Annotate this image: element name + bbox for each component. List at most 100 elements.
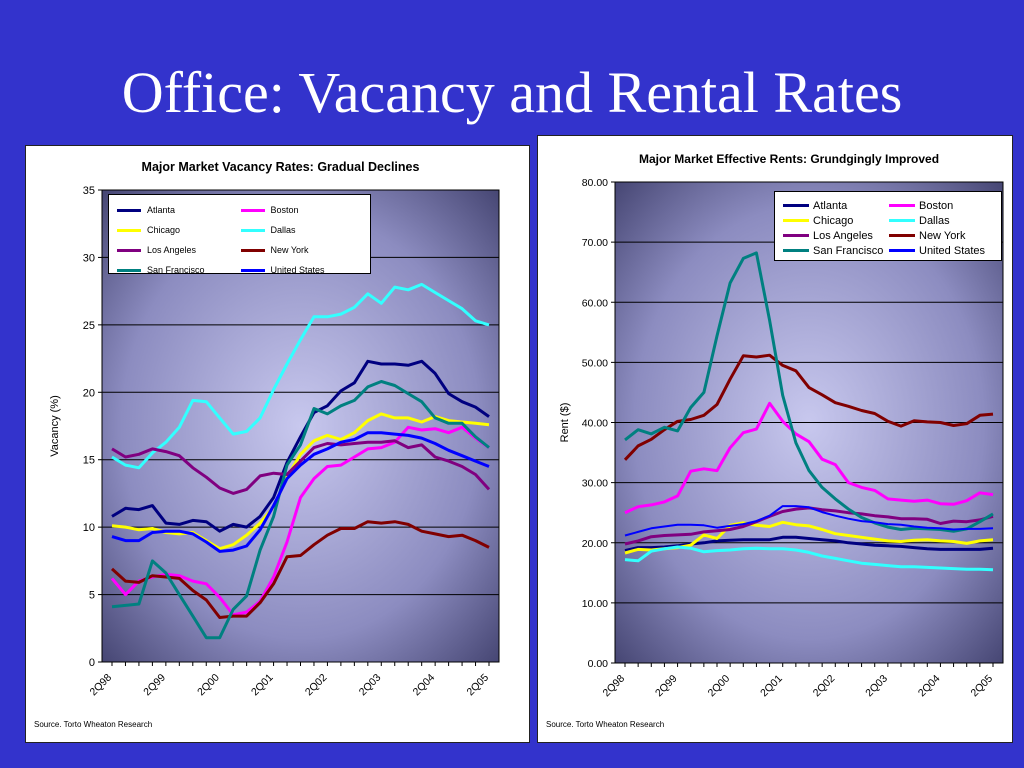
vacancy-legend-item-atlanta: Atlanta [117, 200, 241, 220]
rent-legend-swatch [783, 234, 809, 237]
vacancy-legend-label: Los Angeles [147, 245, 197, 255]
vacancy-legend-label: Atlanta [147, 205, 176, 215]
vacancy-y-tick-label: 5 [89, 590, 95, 602]
vacancy-series-san-francisco [111, 380, 490, 640]
vacancy-legend-swatch [240, 208, 265, 212]
rent-legend-item-boston: Boston [889, 198, 995, 213]
vacancy-x-tick-label: 2Q00 [195, 672, 222, 699]
rent-x-tick-label: 2Q03 [863, 673, 890, 700]
rent-series-united-states [624, 505, 994, 537]
rent-y-tick-label: 20.00 [582, 538, 608, 550]
vacancy-legend-item-san-francisco: San Francisco [117, 260, 241, 280]
vacancy-x-tick-label: 2Q03 [357, 672, 384, 699]
rent-chart-source: Source. Torto Wheaton Research [546, 720, 665, 729]
rent-chart-legend: Atlanta Boston Chicago Dallas Los Angeles New… [774, 191, 1002, 261]
vacancy-x-tick-label: 2Q99 [141, 672, 168, 699]
rent-y-tick-label: 40.00 [582, 418, 608, 430]
vacancy-legend-swatch [240, 248, 265, 252]
vacancy-series-chicago [111, 412, 490, 551]
rent-legend-item-united-states: United States [889, 243, 995, 258]
vacancy-y-axis-label: Vacancy (%) [49, 395, 61, 457]
rent-legend-swatch [889, 249, 915, 252]
vacancy-chart-panel: Major Market Vacancy Rates: Gradual Decl… [25, 145, 530, 743]
vacancy-x-tick-label: 2Q04 [411, 672, 438, 699]
vacancy-chart-title: Major Market Vacancy Rates: Gradual Decl… [142, 160, 420, 174]
rent-series-new-york [623, 353, 994, 461]
vacancy-legend-label: Chicago [147, 225, 181, 235]
rent-y-tick-label: 60.00 [582, 297, 608, 309]
rent-x-tick-label: 2Q05 [968, 673, 995, 700]
vacancy-legend-swatch [240, 268, 265, 272]
rent-y-tick-label: 10.00 [582, 598, 608, 610]
rent-legend-swatch [889, 204, 915, 207]
vacancy-series-united-states [111, 431, 490, 553]
rent-legend-label: Dallas [919, 214, 950, 227]
vacancy-chart-legend: Atlanta Boston Chicago Dallas Los Angeles New… [108, 194, 371, 275]
slide-title: Office: Vacancy and Rental Rates [121, 60, 903, 125]
rent-y-tick-label: 70.00 [582, 237, 608, 249]
vacancy-legend-item-new-york: New York [240, 240, 365, 260]
rent-series-boston [624, 401, 994, 515]
vacancy-chart-source: Source. Torto Wheaton Research [34, 720, 153, 729]
vacancy-y-tick-label: 0 [89, 657, 95, 669]
rent-series-san-francisco [624, 251, 994, 533]
rent-legend-item-atlanta: Atlanta [783, 198, 889, 213]
rent-legend-item-san-francisco: San Francisco [783, 243, 889, 258]
rent-x-tick-label: 2Q98 [600, 673, 627, 700]
rent-legend-label: Atlanta [813, 199, 848, 212]
vacancy-legend-item-chicago: Chicago [117, 220, 241, 240]
vacancy-series-boston [110, 425, 490, 617]
vacancy-y-tick-label: 30 [83, 252, 95, 264]
rent-legend-label: Chicago [813, 214, 854, 227]
vacancy-legend-item-los-angeles: Los Angeles [117, 240, 241, 260]
rent-legend-swatch [783, 219, 809, 222]
vacancy-legend-label: Boston [270, 205, 299, 215]
vacancy-x-tick-label: 2Q01 [249, 672, 276, 699]
vacancy-x-tick-label: 2Q98 [87, 672, 114, 699]
rent-legend-swatch [783, 249, 809, 252]
rent-chart-title: Major Market Effective Rents: Grundgingl… [639, 152, 939, 166]
rent-legend-item-los-angeles: Los Angeles [783, 228, 889, 243]
vacancy-x-tick-label: 2Q02 [303, 672, 330, 699]
rent-y-tick-label: 50.00 [582, 357, 608, 369]
rent-legend-label: Los Angeles [813, 229, 873, 242]
rent-series-chicago [624, 520, 994, 555]
vacancy-legend-label: San Francisco [147, 265, 205, 275]
rent-legend-swatch [889, 234, 915, 237]
vacancy-legend-swatch [117, 228, 141, 232]
rent-y-tick-label: 30.00 [582, 478, 608, 490]
vacancy-series-new-york [110, 520, 490, 619]
rent-legend-label: San Francisco [813, 244, 884, 257]
rent-x-tick-label: 2Q00 [706, 673, 733, 700]
vacancy-legend-label: New York [270, 245, 309, 255]
rent-x-tick-label: 2Q04 [916, 673, 943, 700]
rent-x-tick-label: 2Q01 [758, 673, 785, 700]
vacancy-legend-item-united-states: United States [240, 260, 365, 280]
rent-x-tick-label: 2Q02 [811, 673, 838, 700]
vacancy-y-tick-label: 20 [83, 387, 95, 399]
rent-y-tick-label: 0.00 [588, 658, 609, 670]
rent-legend-swatch [889, 219, 915, 222]
rent-y-tick-label: 80.00 [582, 177, 608, 189]
vacancy-y-tick-label: 35 [83, 185, 95, 197]
rent-legend-label: United States [919, 244, 986, 257]
vacancy-legend-swatch [240, 228, 265, 232]
vacancy-legend-label: United States [270, 265, 325, 275]
rent-legend-item-dallas: Dallas [889, 213, 995, 228]
rent-series-dallas [624, 545, 994, 572]
vacancy-legend-item-boston: Boston [240, 200, 365, 220]
vacancy-x-tick-label: 2Q05 [464, 672, 491, 699]
rent-y-axis-label: Rent ($) [559, 403, 571, 443]
vacancy-series-atlanta [111, 359, 490, 533]
vacancy-legend-label: Dallas [270, 225, 296, 235]
vacancy-legend-swatch [117, 248, 141, 252]
vacancy-series-dallas [111, 282, 490, 470]
rent-chart: Major Market Effective Rents: Grundgingl… [559, 152, 1004, 700]
rent-legend-item-chicago: Chicago [783, 213, 889, 228]
rent-legend-label: Boston [919, 199, 954, 212]
rent-legend-label: New York [919, 229, 966, 242]
vacancy-series-los-angeles [111, 439, 491, 495]
vacancy-y-tick-label: 10 [83, 522, 95, 534]
rent-legend-swatch [783, 204, 809, 207]
vacancy-legend-swatch [117, 208, 141, 212]
